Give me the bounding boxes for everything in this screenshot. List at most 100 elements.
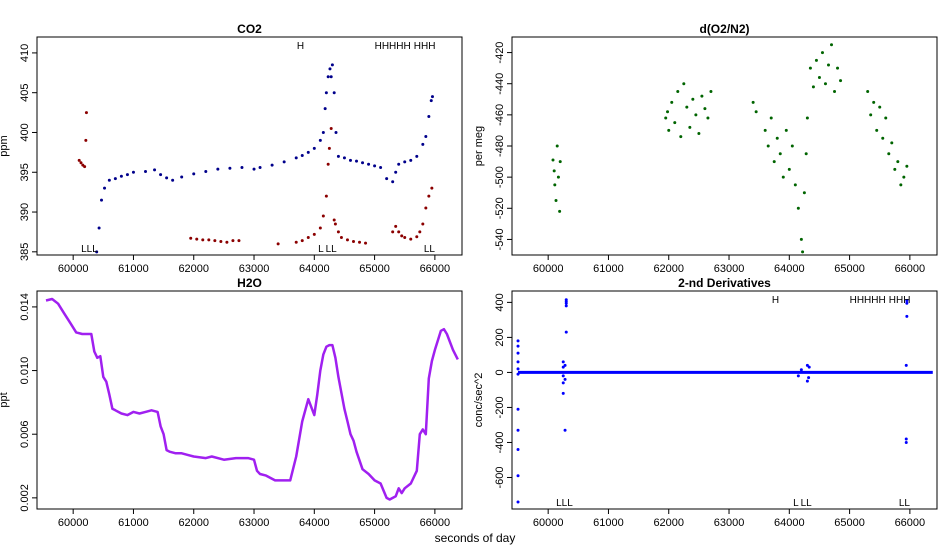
h2o-xtick-label: 63000 [239, 517, 270, 529]
deriv2-ytick-label: 200 [494, 328, 506, 346]
o2n2-point-o2n2 [781, 175, 785, 179]
o2n2-point-o2n2 [872, 100, 876, 104]
h2o-xtick-label: 64000 [299, 517, 330, 529]
o2n2-point-o2n2 [905, 164, 909, 168]
o2n2-point-o2n2 [881, 136, 885, 140]
o2n2-point-o2n2 [703, 107, 707, 111]
o2n2-point-o2n2 [811, 85, 815, 89]
co2-xtick-label: 63000 [239, 263, 270, 275]
o2n2-xtick-label: 62000 [653, 263, 684, 275]
co2-point-cal [201, 238, 205, 242]
co2-point-cal [321, 214, 325, 218]
co2-point-cal [424, 206, 428, 210]
co2-point-air [321, 130, 325, 134]
o2n2-point-o2n2 [554, 199, 558, 202]
co2-annotation: HHH [414, 41, 436, 52]
co2-point-air [355, 159, 359, 163]
co2-point-air [180, 175, 184, 179]
co2-point-cal [237, 239, 241, 243]
co2-ytick-label: 410 [19, 44, 31, 62]
o2n2-point-o2n2 [697, 132, 701, 136]
co2-point-cal [409, 237, 413, 241]
co2-annotation: H [297, 41, 304, 52]
deriv2-annotation: HHHHH [850, 295, 886, 306]
co2-point-air [204, 169, 208, 173]
o2n2-point-o2n2 [796, 206, 800, 210]
o2n2-ytick-label: -440 [494, 73, 506, 95]
co2-point-cal [339, 235, 343, 239]
deriv2-point-deriv [516, 360, 520, 364]
h2o-ytick-label: 0.014 [19, 293, 31, 321]
co2-point-air [270, 163, 274, 167]
o2n2-point-o2n2 [706, 116, 710, 120]
co2-point-cal [83, 165, 87, 169]
o2n2-point-o2n2 [802, 191, 806, 195]
deriv2-point-deriv [516, 372, 520, 376]
co2-point-cal [358, 240, 362, 244]
co2-xtick-label: 62000 [178, 263, 209, 275]
o2n2-point-o2n2 [896, 160, 900, 164]
co2-point-air [324, 91, 328, 95]
co2-point-air [342, 156, 346, 160]
o2n2-point-o2n2 [775, 136, 779, 140]
co2-point-air [385, 177, 389, 181]
deriv2-ytick-label: 0 [494, 369, 506, 375]
o2n2-point-o2n2 [799, 237, 803, 241]
deriv2-point-deriv [807, 365, 811, 369]
co2-point-air [240, 165, 244, 169]
co2-point-air [318, 138, 322, 142]
h2o-xtick-label: 60000 [58, 517, 89, 529]
o2n2-point-o2n2 [814, 58, 818, 62]
deriv2-point-deriv [904, 363, 908, 367]
co2-point-air [394, 170, 398, 174]
h2o-ylabel: ppt [0, 392, 10, 407]
o2n2-point-o2n2 [709, 90, 713, 93]
o2n2-point-o2n2 [805, 116, 809, 120]
h2o-series-line [45, 297, 459, 501]
h2o-xtick-label: 61000 [118, 517, 149, 529]
deriv2-point-deriv [516, 344, 520, 348]
h2o-title: H2O [237, 276, 262, 290]
co2-point-air [165, 176, 169, 180]
co2-point-cal [403, 235, 407, 239]
o2n2-point-o2n2 [664, 116, 668, 120]
o2n2-xtick-label: 66000 [895, 263, 926, 275]
co2-point-cal [345, 238, 349, 242]
co2-annotation: HHHHH [375, 41, 411, 52]
co2-point-air [326, 75, 330, 79]
co2-point-air [113, 177, 117, 181]
co2-xtick-label: 66000 [420, 263, 451, 275]
co2-ytick-label: 405 [19, 84, 31, 102]
co2-point-air [391, 180, 395, 184]
co2-point-cal [351, 239, 355, 243]
o2n2-point-o2n2 [679, 135, 683, 139]
deriv2-annotation: LL [899, 498, 911, 509]
co2-plot-frame [36, 36, 463, 256]
co2-point-air [171, 178, 175, 182]
o2n2-xtick-label: 63000 [714, 263, 745, 275]
o2n2-point-o2n2 [558, 209, 562, 213]
co2-point-cal [394, 224, 398, 228]
o2n2-point-o2n2 [793, 183, 797, 187]
co2-point-cal [213, 239, 217, 243]
co2-point-cal [300, 239, 304, 243]
co2-point-cal [364, 241, 368, 245]
deriv2-ytick-label: -400 [494, 431, 506, 453]
o2n2-point-o2n2 [869, 113, 873, 117]
co2-point-cal [421, 222, 425, 226]
deriv2-point-deriv [561, 381, 565, 385]
o2n2-point-o2n2 [754, 110, 758, 114]
o2n2-xtick-label: 65000 [834, 263, 865, 275]
co2-point-air [361, 161, 365, 165]
o2n2-point-o2n2 [556, 175, 560, 179]
co2-point-air [95, 250, 99, 254]
co2-ytick-label: 390 [19, 203, 31, 221]
co2-point-cal [327, 146, 331, 150]
o2n2-point-o2n2 [670, 100, 674, 104]
h2o-ytick-label: 0.006 [19, 420, 31, 448]
deriv2-point-deriv [563, 428, 567, 432]
deriv2-point-deriv [563, 363, 567, 367]
co2-point-air [415, 154, 419, 158]
o2n2-xtick-label: 60000 [533, 263, 564, 275]
o2n2-point-o2n2 [833, 90, 837, 93]
